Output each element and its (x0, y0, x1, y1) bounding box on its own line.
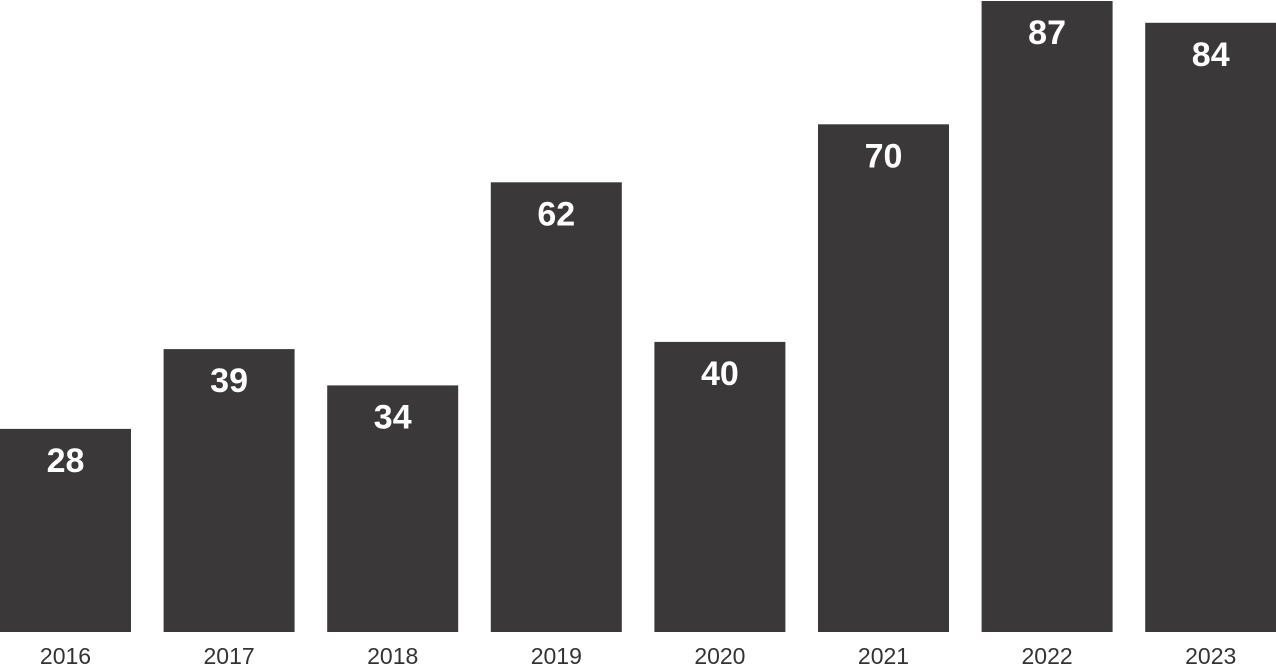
bar-value-label-2022: 87 (1028, 14, 1066, 52)
bar-value-label-2017: 39 (210, 362, 248, 400)
bar-2021 (818, 124, 949, 633)
x-tick-label-2019: 2019 (531, 643, 582, 669)
bar-value-label-2023: 84 (1192, 36, 1230, 74)
x-tick-label-2016: 2016 (40, 643, 91, 669)
x-tick-label-2020: 2020 (694, 643, 745, 669)
x-tick-label-2022: 2022 (1022, 643, 1073, 669)
x-tick-label-2021: 2021 (858, 643, 909, 669)
bar-2020 (654, 341, 786, 632)
bar-value-label-2016: 28 (47, 442, 85, 480)
x-axis-tick-labels: 2016 2017 2018 2019 2020 2021 2022 2023 (40, 643, 1236, 669)
x-tick-label-2018: 2018 (367, 643, 418, 669)
bar-2016 (0, 428, 131, 632)
x-tick-label-2023: 2023 (1185, 643, 1236, 669)
bars-group (0, 1, 1276, 633)
bar-2017 (163, 349, 295, 632)
bar-value-label-2019: 62 (537, 195, 575, 233)
value-labels-group: 28 39 34 62 40 70 87 84 (47, 14, 1230, 480)
bar-value-label-2020: 40 (701, 355, 739, 393)
bar-2022 (981, 1, 1113, 632)
bar-value-label-2021: 70 (865, 137, 903, 175)
x-tick-label-2017: 2017 (204, 643, 255, 669)
bar-2023 (1145, 22, 1276, 633)
bar-2018 (327, 385, 459, 632)
bar-2019 (490, 182, 622, 633)
bar-value-label-2018: 34 (374, 398, 412, 436)
